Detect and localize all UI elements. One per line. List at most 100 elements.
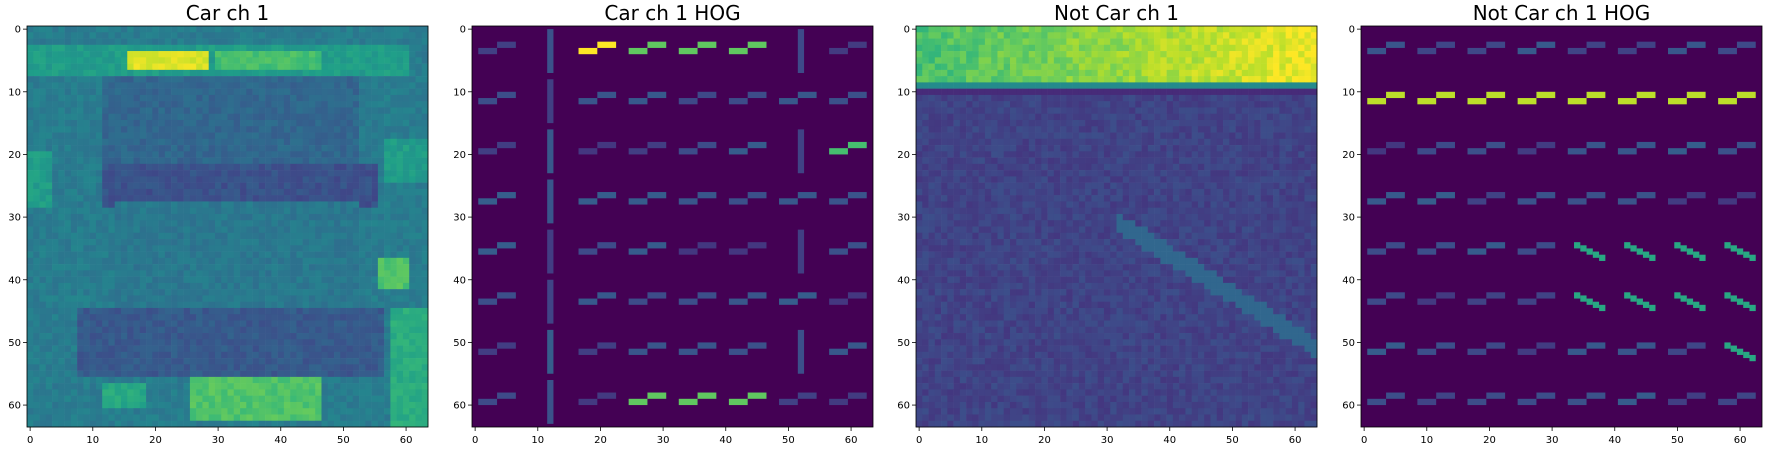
pixel — [202, 414, 210, 422]
pixel — [221, 251, 228, 259]
pixel — [390, 251, 397, 259]
pixel — [214, 82, 222, 89]
pixel — [365, 351, 372, 359]
x-tick-label: 60 — [845, 435, 858, 446]
pixel — [277, 151, 285, 158]
pixel — [346, 94, 354, 102]
pixel — [390, 26, 397, 33]
pixel — [346, 289, 354, 296]
pixel — [208, 314, 216, 321]
pixel — [415, 176, 423, 183]
pixel — [384, 408, 391, 415]
pixel — [133, 295, 141, 302]
pixel — [214, 132, 222, 140]
pixel — [64, 176, 72, 183]
pixel — [202, 188, 210, 196]
pixel — [409, 245, 416, 252]
pixel — [240, 32, 247, 39]
pixel — [283, 32, 291, 39]
pixel — [421, 195, 429, 202]
pixel — [283, 119, 291, 127]
pixel — [196, 245, 203, 252]
pixel — [421, 370, 429, 378]
pixel — [1091, 44, 1099, 52]
pixel — [70, 270, 78, 277]
pixel — [315, 176, 322, 183]
pixel — [402, 44, 410, 52]
pixel — [409, 276, 416, 284]
pixel — [208, 82, 216, 89]
pixel — [89, 151, 97, 158]
pixel — [177, 132, 184, 140]
pixel — [334, 408, 341, 415]
pixel — [89, 289, 97, 296]
pixel — [227, 213, 235, 221]
pixel — [114, 126, 122, 133]
pixel — [1135, 63, 1142, 71]
pixel — [221, 339, 228, 346]
pixel — [114, 326, 122, 334]
pixel — [52, 132, 59, 140]
hog-stroke — [847, 292, 867, 299]
pixel — [1103, 57, 1111, 64]
pixel — [928, 69, 936, 77]
pixel — [39, 213, 47, 221]
pixel — [146, 32, 153, 39]
pixel — [164, 201, 172, 209]
pixel — [1129, 69, 1136, 77]
pixel — [64, 57, 72, 64]
pixel — [133, 239, 141, 246]
pixel — [39, 339, 47, 346]
pixel — [246, 295, 253, 302]
pixel — [265, 201, 272, 209]
pixel — [114, 420, 122, 428]
pixel — [258, 138, 266, 146]
pixel — [45, 51, 53, 58]
pixel — [139, 188, 147, 196]
pixel — [183, 220, 191, 227]
pixel — [227, 289, 235, 296]
pixel — [27, 320, 34, 328]
pixel — [302, 207, 310, 215]
pixel — [390, 364, 397, 371]
pixel — [1047, 57, 1055, 64]
pixel — [246, 220, 253, 227]
pixel — [177, 207, 184, 215]
pixel — [252, 345, 260, 353]
pixel — [377, 195, 385, 202]
pixel — [359, 44, 366, 52]
pixel — [1016, 69, 1023, 77]
pixel — [177, 26, 184, 33]
pixel — [1016, 26, 1023, 33]
pixel — [158, 239, 166, 246]
pixel — [158, 245, 166, 252]
pixel — [146, 126, 153, 133]
pixel — [139, 132, 147, 140]
pixel — [402, 358, 410, 365]
pixel — [183, 101, 191, 108]
pixel — [1129, 38, 1136, 46]
pixel — [183, 383, 191, 390]
pixel — [246, 383, 253, 390]
pixel — [89, 295, 97, 302]
pixel — [133, 414, 141, 422]
pixel — [120, 182, 128, 190]
pixel — [158, 82, 166, 89]
pixel — [171, 339, 178, 346]
pixel — [1116, 63, 1124, 71]
pixel — [127, 345, 134, 353]
pixel — [271, 339, 278, 346]
pixel — [396, 57, 404, 64]
pixel — [252, 44, 260, 52]
pixel — [346, 395, 354, 403]
pixel — [208, 389, 216, 396]
pixel — [315, 232, 322, 240]
pixel — [1191, 88, 1199, 96]
pixel — [114, 132, 122, 140]
pixel — [70, 94, 78, 102]
pixel — [202, 270, 210, 277]
pixel — [64, 113, 72, 121]
pixel — [296, 170, 303, 177]
pixel — [1066, 63, 1073, 71]
pixel — [127, 76, 134, 83]
